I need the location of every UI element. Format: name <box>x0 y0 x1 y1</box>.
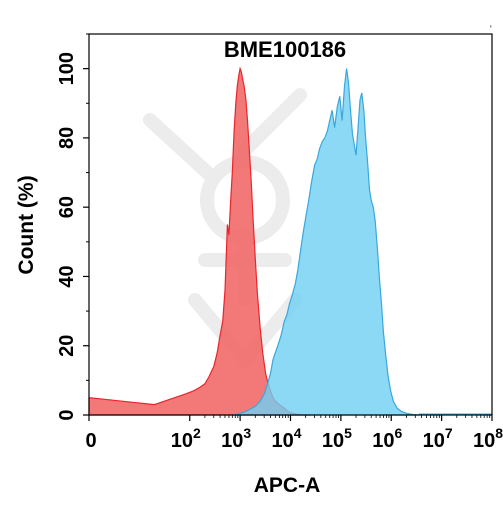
x-tick-label: 102 <box>171 425 201 452</box>
x-tick-label: 0 <box>85 430 96 452</box>
x-tick-label: 106 <box>372 425 402 452</box>
x-axis-label: APC-A <box>254 474 321 497</box>
x-tick-label: 104 <box>271 425 301 452</box>
x-axis: 0 102 103 104 105 106 107 108 <box>85 415 503 452</box>
y-axis-label: Count (%) <box>15 175 38 274</box>
y-tick-label: 60 <box>56 196 78 218</box>
y-tick-label: 20 <box>56 335 78 357</box>
y-tick-label: 0 <box>56 409 78 420</box>
x-tick-label: 103 <box>221 425 251 452</box>
series-layer <box>88 66 492 416</box>
y-axis: 0 20 40 60 80 100 <box>56 33 89 421</box>
x-tick-label: 107 <box>423 425 453 452</box>
x-tick-label: 105 <box>322 425 352 452</box>
corner-mark: ' <box>490 24 492 34</box>
x-tick-label: 108 <box>473 425 503 452</box>
chart-title: BME100186 <box>224 37 346 62</box>
y-tick-label: 80 <box>56 127 78 149</box>
y-tick-label: 40 <box>56 265 78 287</box>
y-tick-label: 100 <box>56 52 78 85</box>
histogram-series-2 <box>232 68 419 416</box>
